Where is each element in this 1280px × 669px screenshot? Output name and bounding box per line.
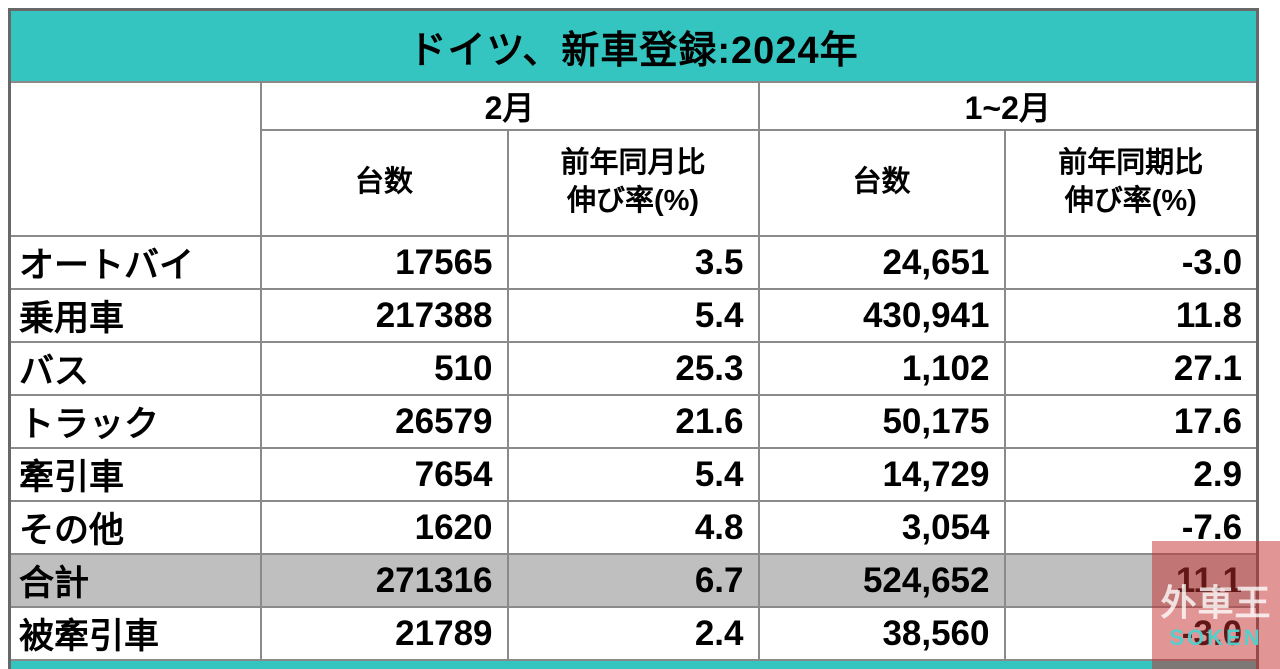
table-title-row: ドイツ、新車登録:2024年 (8, 8, 1259, 83)
feb-units-cell: 217388 (259, 288, 509, 343)
watermark-gaishaoh-text: 外車王 (1160, 582, 1272, 623)
feb-units-cell: 271316 (259, 553, 509, 608)
feb-growth-cell: 5.4 (506, 288, 760, 343)
feb-units-cell: 21789 (259, 606, 509, 661)
feb-growth-cell: 2.4 (506, 606, 760, 661)
row-label: バス (8, 341, 262, 396)
row-label: 乗用車 (8, 288, 262, 343)
ytd-units-cell: 38,560 (757, 606, 1006, 661)
column-header-feb-growth-line2: 伸び率(%) (566, 185, 700, 217)
ytd-growth-cell: 2.9 (1003, 447, 1259, 502)
feb-growth-cell: 6.7 (506, 553, 760, 608)
feb-growth-cell: 5.4 (506, 447, 760, 502)
ytd-growth-cell: -3.0 (1003, 235, 1259, 290)
table-row-tractor: 牽引車 7654 5.4 14,729 2.9 (8, 447, 1259, 502)
watermark-logo: 外車王 SOKEN (1152, 541, 1280, 669)
column-header-feb-growth-line1: 前年同月比 (560, 147, 706, 180)
table-row-total: 合計 271316 6.7 524,652 11.1 (8, 553, 1259, 608)
feb-growth-cell: 4.8 (506, 500, 760, 555)
ytd-units-cell: 50,175 (757, 394, 1006, 449)
ytd-units-cell: 524,652 (757, 553, 1006, 608)
table-title: ドイツ、新車登録:2024年 (8, 8, 1259, 83)
column-header-feb-growth: 前年同月比 伸び率(%) (506, 129, 760, 237)
table-row-passenger-car: 乗用車 217388 5.4 430,941 11.8 (8, 288, 1259, 343)
column-group-jan-feb: 1~2月 (757, 81, 1259, 131)
row-label: 合計 (8, 553, 262, 608)
table-row-truck: トラック 26579 21.6 50,175 17.6 (8, 394, 1259, 449)
column-header-feb-units: 台数 (259, 129, 509, 237)
ytd-units-cell: 430,941 (757, 288, 1006, 343)
feb-growth-cell: 21.6 (506, 394, 760, 449)
ytd-growth-cell: 17.6 (1003, 394, 1259, 449)
feb-units-cell: 7654 (259, 447, 509, 502)
ytd-units-cell: 3,054 (757, 500, 1006, 555)
row-label: オートバイ (8, 235, 262, 290)
vehicle-registration-table: ドイツ、新車登録:2024年 2月 1~2月 台数 前年同月比 伸び率(%) 台… (8, 8, 1260, 669)
row-label: 牽引車 (8, 447, 262, 502)
source-row: 出所:連邦陸運局 (8, 659, 1259, 669)
feb-growth-cell: 25.3 (506, 341, 760, 396)
column-subheader-row: 台数 前年同月比 伸び率(%) 台数 前年同期比 伸び率(%) (10, 129, 1259, 237)
corner-cell (8, 81, 262, 237)
source-note: 出所:連邦陸運局 (8, 659, 1259, 669)
ytd-units-cell: 24,651 (757, 235, 1006, 290)
feb-units-cell: 17565 (259, 235, 509, 290)
ytd-growth-cell: 27.1 (1003, 341, 1259, 396)
table-row-bus: バス 510 25.3 1,102 27.1 (8, 341, 1259, 396)
watermark-soken-text: SOKEN (1169, 625, 1263, 650)
row-label: 被牽引車 (8, 606, 262, 661)
row-label: その他 (8, 500, 262, 555)
table-row-other: その他 1620 4.8 3,054 -7.6 (8, 500, 1259, 555)
column-group-february: 2月 (259, 81, 760, 131)
ytd-units-cell: 1,102 (757, 341, 1006, 396)
column-group-header-row: 2月 1~2月 (8, 81, 1259, 237)
ytd-units-cell: 14,729 (757, 447, 1006, 502)
column-header-ytd-growth-line1: 前年同期比 (1058, 147, 1204, 180)
feb-units-cell: 1620 (259, 500, 509, 555)
feb-growth-cell: 3.5 (506, 235, 760, 290)
table-row-motorcycle: オートバイ 17565 3.5 24,651 -3.0 (8, 235, 1259, 290)
table-row-trailer: 被牽引車 21789 2.4 38,560 -3.0 (8, 606, 1259, 661)
column-header-ytd-growth: 前年同期比 伸び率(%) (1003, 129, 1259, 237)
column-header-ytd-growth-line2: 伸び率(%) (1064, 185, 1197, 217)
feb-units-cell: 26579 (259, 394, 509, 449)
feb-units-cell: 510 (259, 341, 509, 396)
column-header-ytd-units: 台数 (757, 129, 1006, 237)
row-label: トラック (8, 394, 262, 449)
ytd-growth-cell: 11.8 (1003, 288, 1259, 343)
